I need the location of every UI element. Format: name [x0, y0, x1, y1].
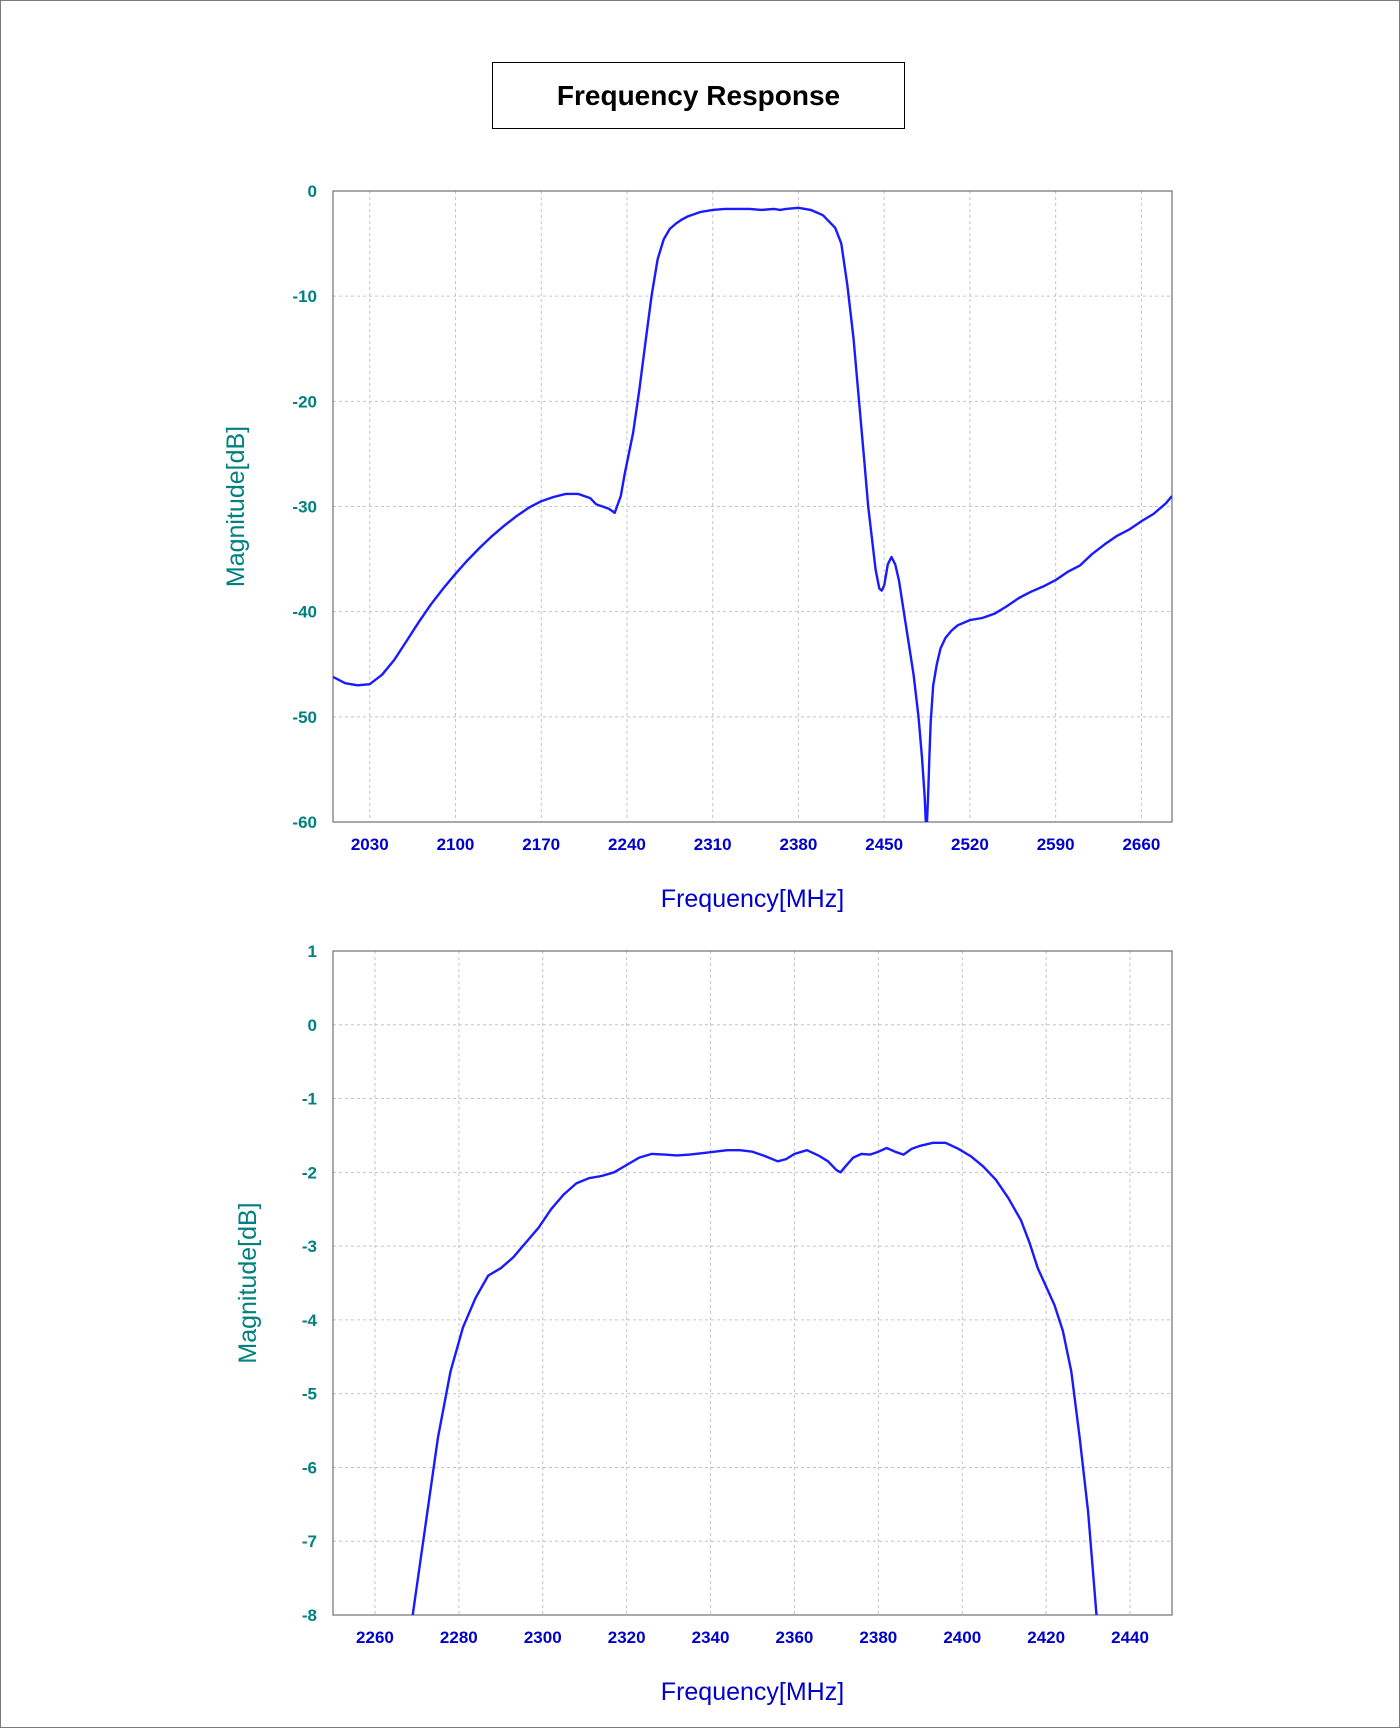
y-tick-label: -3: [302, 1237, 317, 1256]
y-tick-label: -4: [302, 1311, 318, 1330]
x-tick-label: 2400: [943, 1628, 981, 1647]
x-tick-label: 2100: [437, 835, 475, 854]
x-tick-label: 2170: [522, 835, 560, 854]
plot-frame: [332, 950, 1173, 1616]
x-tick-label: 2360: [776, 1628, 814, 1647]
y-tick-label: -7: [302, 1532, 317, 1551]
x-tick-label: 2380: [780, 835, 818, 854]
plot-frame: [332, 190, 1173, 823]
title-box: Frequency Response: [492, 62, 905, 129]
x-tick-label: 2240: [608, 835, 646, 854]
grid: [333, 951, 1172, 1615]
x-tick-label: 2660: [1122, 835, 1160, 854]
y-axis-label: Magnitude[dB]: [222, 426, 250, 587]
x-tick-label: 2260: [356, 1628, 394, 1647]
x-axis-label: Frequency[MHz]: [661, 885, 844, 913]
x-tick-label: 2310: [694, 835, 732, 854]
y-tick-label: -30: [292, 498, 317, 517]
x-tick-label: 2320: [608, 1628, 646, 1647]
y-tick-label: -5: [302, 1385, 317, 1404]
grid: [333, 191, 1172, 822]
y-tick-label: -10: [292, 287, 317, 306]
x-tick-label: 2590: [1037, 835, 1075, 854]
chart-title: Frequency Response: [556, 79, 841, 111]
y-tick-label: 0: [308, 182, 317, 201]
y-tick-label: -2: [302, 1163, 317, 1182]
x-tick-label: 2450: [865, 835, 903, 854]
y-tick-label: -60: [292, 813, 317, 832]
y-tick-label: -1: [302, 1090, 317, 1109]
x-tick-label: 2520: [951, 835, 989, 854]
series-line: [411, 1141, 1098, 1615]
y-tick-label: 1: [308, 942, 317, 961]
y-axis-label: Magnitude[dB]: [234, 1202, 262, 1363]
x-axis-label: Frequency[MHz]: [661, 1678, 844, 1706]
x-tick-label: 2300: [524, 1628, 562, 1647]
y-tick-label: -40: [292, 603, 317, 622]
x-tick-label: 2440: [1111, 1628, 1149, 1647]
x-tick-label: 2420: [1027, 1628, 1065, 1647]
y-tick-label: 0: [308, 1016, 317, 1035]
y-tick-label: -6: [302, 1458, 317, 1477]
x-tick-label: 2340: [692, 1628, 730, 1647]
x-tick-label: 2280: [440, 1628, 478, 1647]
y-tick-label: -50: [292, 708, 317, 727]
y-tick-label: -8: [302, 1606, 317, 1625]
y-tick-label: -20: [292, 392, 317, 411]
x-tick-label: 2030: [351, 835, 389, 854]
bottom-chart: 1 0 -1 -2 -3 -4 -5 -6 -7 -8 2260 2280 2300 2320 2340 23…: [234, 942, 1173, 1706]
series-line: [333, 206, 1172, 822]
top-chart: 0 -10 -20 -30 -40 -50 -60 2030 2100 2170 2240 2310 2…: [222, 182, 1173, 913]
x-tick-label: 2380: [859, 1628, 897, 1647]
